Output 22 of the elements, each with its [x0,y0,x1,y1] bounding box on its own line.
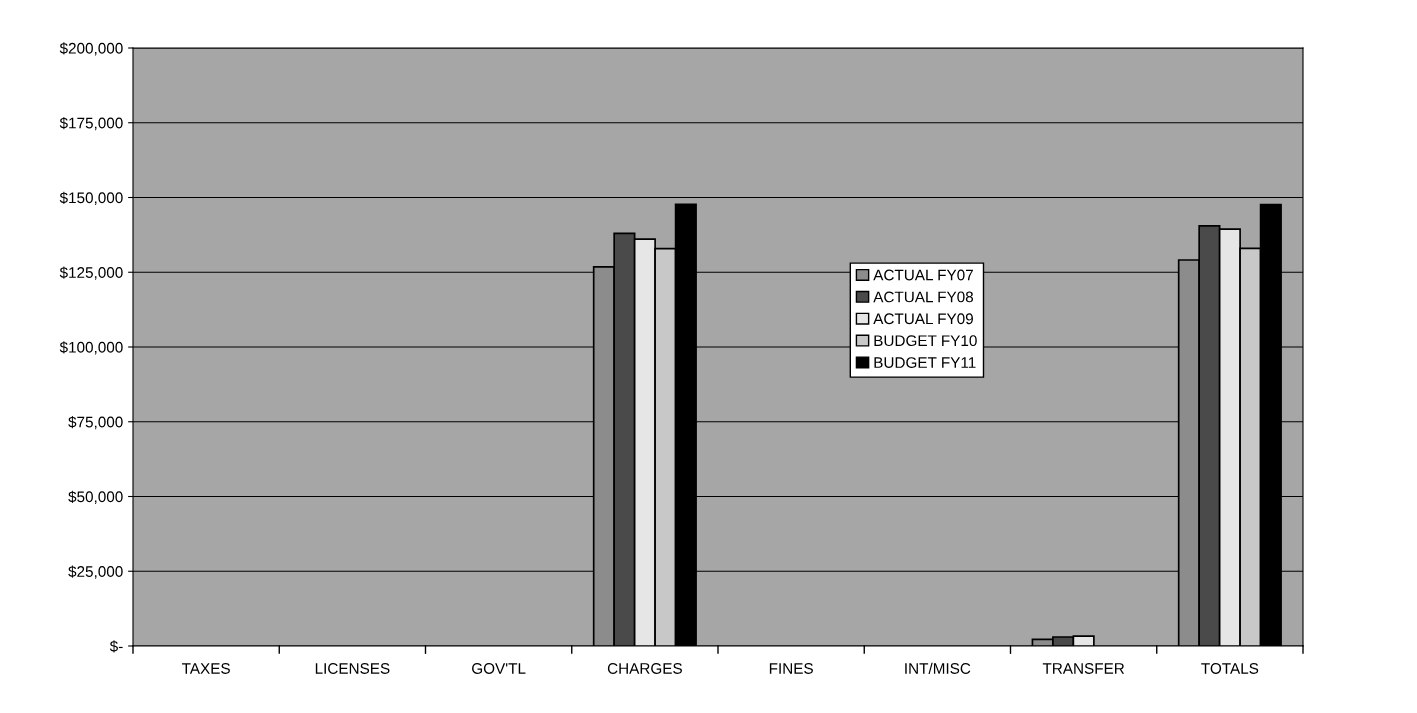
y-tick-label: $200,000 [59,42,123,56]
x-tick-label: TRANSFER [1042,663,1125,674]
legend-label: ACTUAL FY08 [873,291,974,303]
legend-label: ACTUAL FY07 [873,269,973,281]
x-tick-label: CHARGES [607,663,682,674]
y-tick-label: $75,000 [68,415,123,430]
y-tick-label: $25,000 [68,565,123,579]
y-tick-label: $175,000 [59,116,123,131]
x-tick-label: FINES [769,663,813,674]
y-tick-label: $- [109,640,123,653]
legend-label: ACTUAL FY09 [873,313,973,325]
x-tick-label: GOV'TL [472,663,526,674]
x-tick-label: LICENSES [315,663,390,674]
y-tick-label: $100,000 [59,341,123,355]
legend-label: BUDGET FY10 [874,335,977,347]
y-tick-label: $50,000 [68,490,123,504]
legend-label: BUDGET FY11 [874,357,976,368]
y-tick-label: $150,000 [59,191,123,205]
x-tick-label: TOTALS [1201,663,1259,674]
x-tick-label: INT/MISC [905,662,971,674]
x-tick-label: TAXES [181,663,230,674]
y-tick-label: $125,000 [59,266,123,280]
